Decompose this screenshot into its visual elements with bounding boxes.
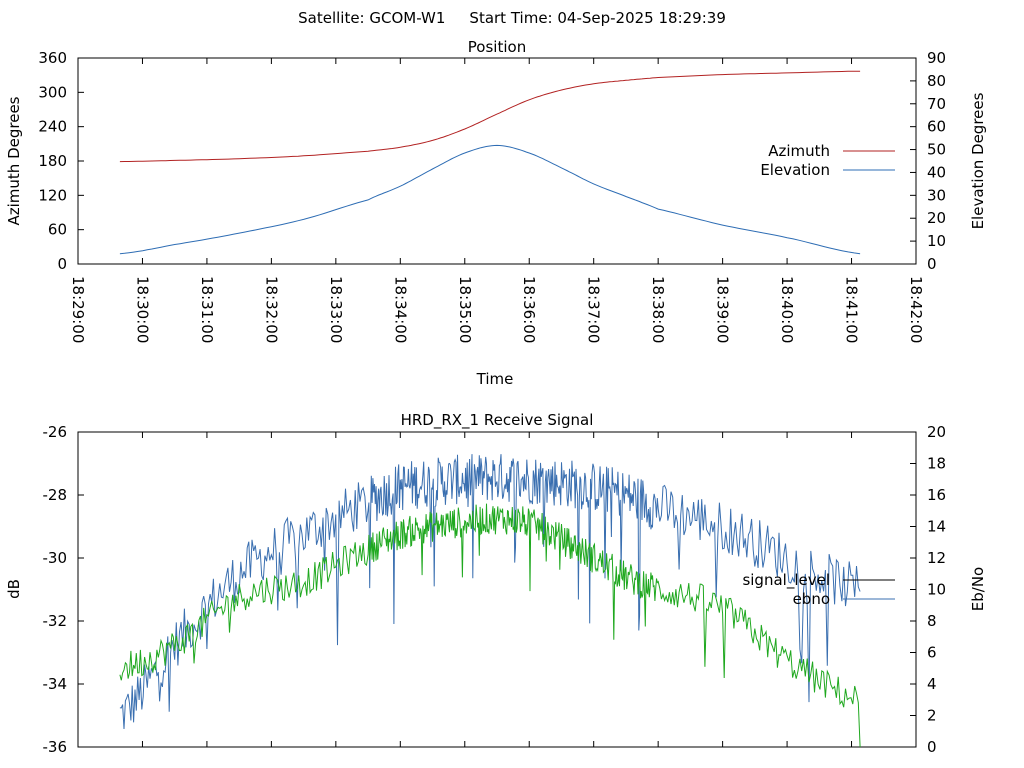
signal-y2-tick-label: 2	[927, 707, 937, 725]
position-y2-tick-label: 60	[927, 118, 946, 136]
position-y-tick-label: 360	[38, 49, 67, 67]
signal-series	[119, 454, 861, 748]
position-y-tick-label: 60	[48, 221, 67, 239]
position-x-tick-label: 18:41:00	[843, 276, 861, 343]
position-x-tick-label: 18:39:00	[714, 276, 732, 343]
signal-y-tick-label: -36	[43, 738, 68, 756]
position-chart: Position 0 60 120 180 240 300 360 0 10 20 30 40 50 6…	[5, 38, 987, 388]
position-legend: Azimuth Elevation	[760, 142, 895, 179]
position-x-tick-label: 18:34:00	[391, 276, 409, 343]
position-y2-tick-label: 20	[927, 209, 946, 227]
signal-y2-tick-label: 18	[927, 455, 946, 473]
signal-legend: signal_level ebno	[742, 571, 895, 608]
signal-y-tick-label: -32	[43, 612, 68, 630]
signal-y2-tick-label: 8	[927, 612, 937, 630]
position-y2-tick-label: 90	[927, 49, 946, 67]
signal-y-axis-label: dB	[5, 579, 23, 599]
start-time-label: Start Time: 04-Sep-2025 18:29:39	[469, 9, 725, 27]
position-x-tick-label: 18:33:00	[327, 276, 345, 343]
signal-y-tick-label: -34	[43, 675, 68, 693]
signal-y-tick-label: -30	[43, 549, 68, 567]
signal-y2-tick-label: 0	[927, 738, 937, 756]
position-x-tick-label: 18:38:00	[649, 276, 667, 343]
signal-chart-title: HRD_RX_1 Receive Signal	[401, 411, 594, 430]
position-x-tick-label: 18:36:00	[520, 276, 538, 343]
position-x-tick-label: 18:32:00	[262, 276, 280, 343]
position-y2-tick-label: 10	[927, 232, 946, 250]
legend-signal-level-label: signal_level	[742, 571, 830, 590]
signal-y-tick-label: -28	[43, 486, 68, 504]
position-y2-axis: 0 10 20 30 40 50 60 70 80 90	[910, 49, 946, 273]
position-x-axis: 18:29:00 18:30:00 18:31:00 18:32:00 18:33:00…	[69, 58, 925, 343]
signal-y2-tick-label: 10	[927, 581, 946, 599]
signal-y-axis: -26 -28 -30 -32 -34 -36	[43, 423, 84, 756]
azimuth-line	[119, 70, 861, 163]
position-y-tick-label: 0	[57, 255, 67, 273]
position-x-tick-label: 18:31:00	[198, 276, 216, 343]
signal-y2-axis: 0 2 4 6 8 10 12 14 16 18 20	[910, 423, 946, 756]
ebno-line	[119, 454, 861, 730]
signal-y2-tick-label: 6	[927, 644, 937, 662]
signal-chart: HRD_RX_1 Receive Signal -26-28-30-32-34-…	[5, 411, 987, 756]
position-y-axis-label: Azimuth Degrees	[5, 96, 23, 225]
position-y-tick-label: 300	[38, 83, 67, 101]
position-y-tick-label: 180	[38, 152, 67, 170]
position-x-tick-label: 18:40:00	[778, 276, 796, 343]
position-y2-tick-label: 80	[927, 72, 946, 90]
position-x-tick-label: 18:37:00	[585, 276, 603, 343]
position-y-axis: 0 60 120 180 240 300 360	[38, 49, 84, 273]
signal-y-tick-label: -26	[43, 423, 68, 441]
signal-y2-axis-label: Eb/No	[969, 567, 987, 611]
position-y-tick-label: 240	[38, 118, 67, 136]
position-chart-title: Position	[468, 38, 526, 56]
position-y2-tick-label: 70	[927, 95, 946, 113]
position-y2-tick-label: 0	[927, 255, 937, 273]
elevation-line	[119, 144, 861, 255]
legend-ebno-label: ebno	[793, 590, 830, 608]
position-y-tick-label: 120	[38, 186, 67, 204]
position-x-axis-label: Time	[476, 370, 514, 388]
position-y2-tick-label: 40	[927, 163, 946, 181]
position-x-tick-label: 18:30:00	[133, 276, 151, 343]
position-y2-tick-label: 50	[927, 141, 946, 159]
position-x-tick-label: 18:29:00	[69, 276, 87, 343]
position-y2-axis-label: Elevation Degrees	[969, 92, 987, 229]
position-y2-tick-label: 30	[927, 186, 946, 204]
position-x-tick-label: 18:35:00	[456, 276, 474, 343]
signal-x-axis	[77, 432, 917, 747]
legend-elevation-label: Elevation	[760, 161, 830, 179]
ebno-green-line	[119, 503, 861, 748]
signal-plot-frame	[77, 431, 917, 748]
position-x-tick-label: 18:42:00	[907, 276, 925, 343]
satellite-label: Satellite: GCOM-W1	[298, 9, 445, 27]
signal-y2-tick-label: 14	[927, 518, 946, 536]
signal-y2-tick-label: 16	[927, 486, 946, 504]
signal-y2-tick-label: 12	[927, 549, 946, 567]
position-series	[119, 70, 861, 255]
signal-y2-tick-label: 20	[927, 423, 946, 441]
signal-y2-tick-label: 4	[927, 675, 937, 693]
legend-azimuth-label: Azimuth	[768, 142, 830, 160]
